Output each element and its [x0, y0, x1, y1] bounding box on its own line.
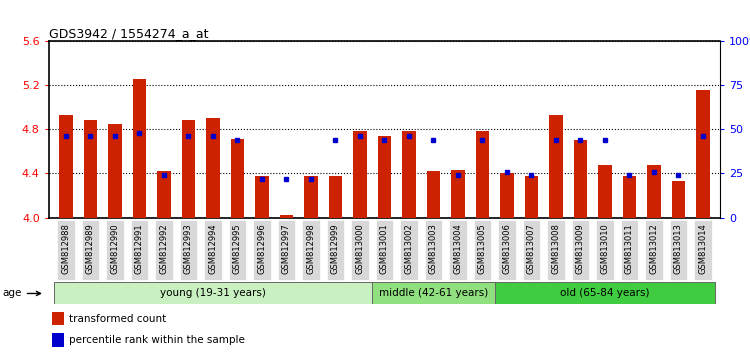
Bar: [206, 118, 220, 218]
Bar: [231, 139, 244, 218]
Text: GSM813003: GSM813003: [429, 223, 438, 274]
Text: GSM812994: GSM812994: [209, 223, 218, 274]
Text: age: age: [2, 289, 40, 298]
Text: GSM813007: GSM813007: [526, 223, 536, 274]
Text: GSM812989: GSM812989: [86, 223, 95, 274]
Text: GSM813011: GSM813011: [625, 223, 634, 274]
FancyBboxPatch shape: [449, 220, 466, 280]
FancyBboxPatch shape: [326, 220, 344, 280]
Text: GSM812996: GSM812996: [257, 223, 266, 274]
Bar: [255, 176, 268, 218]
Bar: [59, 115, 73, 218]
Text: old (65-84 years): old (65-84 years): [560, 289, 650, 298]
FancyBboxPatch shape: [620, 220, 638, 280]
Text: GSM812988: GSM812988: [62, 223, 70, 274]
Bar: [549, 115, 562, 218]
FancyBboxPatch shape: [645, 220, 663, 280]
Bar: [525, 176, 538, 218]
FancyBboxPatch shape: [596, 220, 613, 280]
Text: GSM813006: GSM813006: [503, 223, 512, 274]
Text: middle (42-61 years): middle (42-61 years): [379, 289, 488, 298]
Bar: [372, 282, 494, 304]
FancyBboxPatch shape: [179, 220, 197, 280]
Text: GSM812999: GSM812999: [331, 223, 340, 274]
Text: GSM813013: GSM813013: [674, 223, 682, 274]
FancyBboxPatch shape: [351, 220, 369, 280]
FancyBboxPatch shape: [424, 220, 442, 280]
Text: GSM813014: GSM813014: [698, 223, 707, 274]
Bar: [622, 176, 636, 218]
FancyBboxPatch shape: [253, 220, 271, 280]
Text: GSM813005: GSM813005: [478, 223, 487, 274]
Text: GSM813000: GSM813000: [356, 223, 364, 274]
FancyBboxPatch shape: [57, 220, 75, 280]
Bar: [500, 173, 514, 218]
FancyBboxPatch shape: [278, 220, 296, 280]
Bar: [696, 91, 709, 218]
FancyBboxPatch shape: [498, 220, 516, 280]
FancyBboxPatch shape: [82, 220, 99, 280]
FancyBboxPatch shape: [376, 220, 393, 280]
Bar: [353, 131, 367, 218]
Bar: [328, 176, 342, 218]
Text: GSM812991: GSM812991: [135, 223, 144, 274]
Text: transformed count: transformed count: [69, 314, 166, 324]
FancyBboxPatch shape: [547, 220, 565, 280]
Bar: [54, 282, 372, 304]
Text: GDS3942 / 1554274_a_at: GDS3942 / 1554274_a_at: [49, 27, 209, 40]
FancyBboxPatch shape: [400, 220, 418, 280]
FancyBboxPatch shape: [473, 220, 491, 280]
Bar: [304, 176, 317, 218]
FancyBboxPatch shape: [204, 220, 222, 280]
FancyBboxPatch shape: [670, 220, 687, 280]
FancyBboxPatch shape: [229, 220, 246, 280]
Text: GSM813004: GSM813004: [453, 223, 462, 274]
Text: GSM813008: GSM813008: [551, 223, 560, 274]
FancyBboxPatch shape: [106, 220, 124, 280]
FancyBboxPatch shape: [694, 220, 712, 280]
Bar: [378, 136, 391, 218]
Text: GSM812995: GSM812995: [233, 223, 242, 274]
Bar: [182, 120, 195, 218]
Bar: [158, 171, 171, 218]
Text: GSM812997: GSM812997: [282, 223, 291, 274]
Bar: [476, 131, 489, 218]
Bar: [108, 124, 122, 218]
Bar: [52, 333, 64, 347]
Bar: [574, 140, 587, 218]
Text: GSM812998: GSM812998: [307, 223, 316, 274]
Text: percentile rank within the sample: percentile rank within the sample: [69, 335, 244, 345]
Bar: [427, 171, 440, 218]
Text: GSM813002: GSM813002: [404, 223, 413, 274]
Bar: [452, 170, 464, 218]
Text: GSM812990: GSM812990: [110, 223, 119, 274]
FancyBboxPatch shape: [572, 220, 590, 280]
Bar: [402, 131, 416, 218]
Text: young (19-31 years): young (19-31 years): [160, 289, 266, 298]
Bar: [598, 165, 611, 218]
FancyBboxPatch shape: [155, 220, 172, 280]
Bar: [671, 181, 685, 218]
Text: GSM813012: GSM813012: [650, 223, 658, 274]
Bar: [133, 79, 146, 218]
Text: GSM813009: GSM813009: [576, 223, 585, 274]
FancyBboxPatch shape: [523, 220, 540, 280]
Bar: [494, 282, 715, 304]
Bar: [84, 120, 98, 218]
Bar: [52, 312, 64, 325]
Text: GSM813010: GSM813010: [600, 223, 609, 274]
Text: GSM812993: GSM812993: [184, 223, 193, 274]
Text: GSM812992: GSM812992: [160, 223, 169, 274]
FancyBboxPatch shape: [130, 220, 148, 280]
Bar: [280, 216, 293, 218]
FancyBboxPatch shape: [302, 220, 320, 280]
Text: GSM813001: GSM813001: [380, 223, 389, 274]
Bar: [647, 165, 661, 218]
